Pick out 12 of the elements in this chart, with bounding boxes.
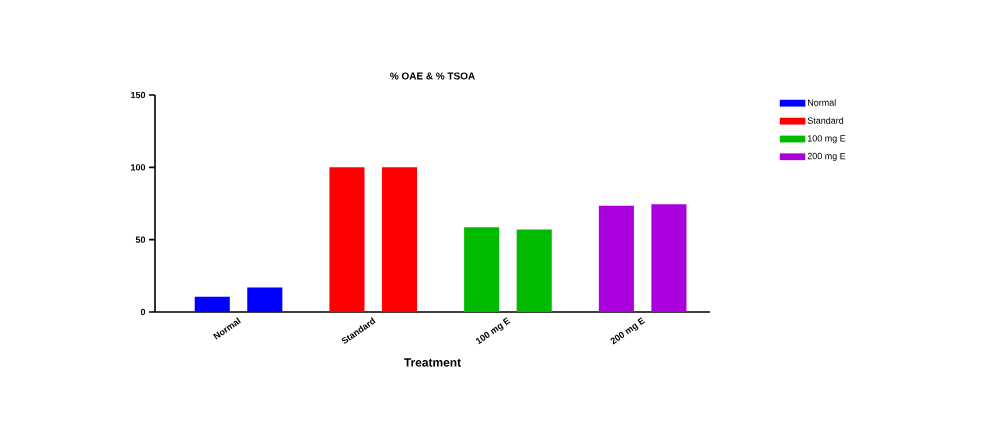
legend-label: 100 mg E (807, 135, 846, 144)
x-tick-label: 100 mg E (475, 317, 511, 345)
legend-label: Normal (808, 99, 836, 106)
x-tick-label: 200 mg E (610, 317, 646, 345)
y-tick-label: 100 (131, 164, 146, 171)
chart-title: % OAE & % TSOA (390, 72, 475, 80)
x-axis-title: Treatment (404, 358, 461, 367)
y-tick-label: 0 (140, 308, 146, 316)
y-tick-label: 50 (135, 236, 146, 243)
y-tick-label: 150 (131, 91, 146, 99)
legend-label: 200 mg E (807, 152, 846, 161)
legend-label: Standard (807, 117, 844, 124)
